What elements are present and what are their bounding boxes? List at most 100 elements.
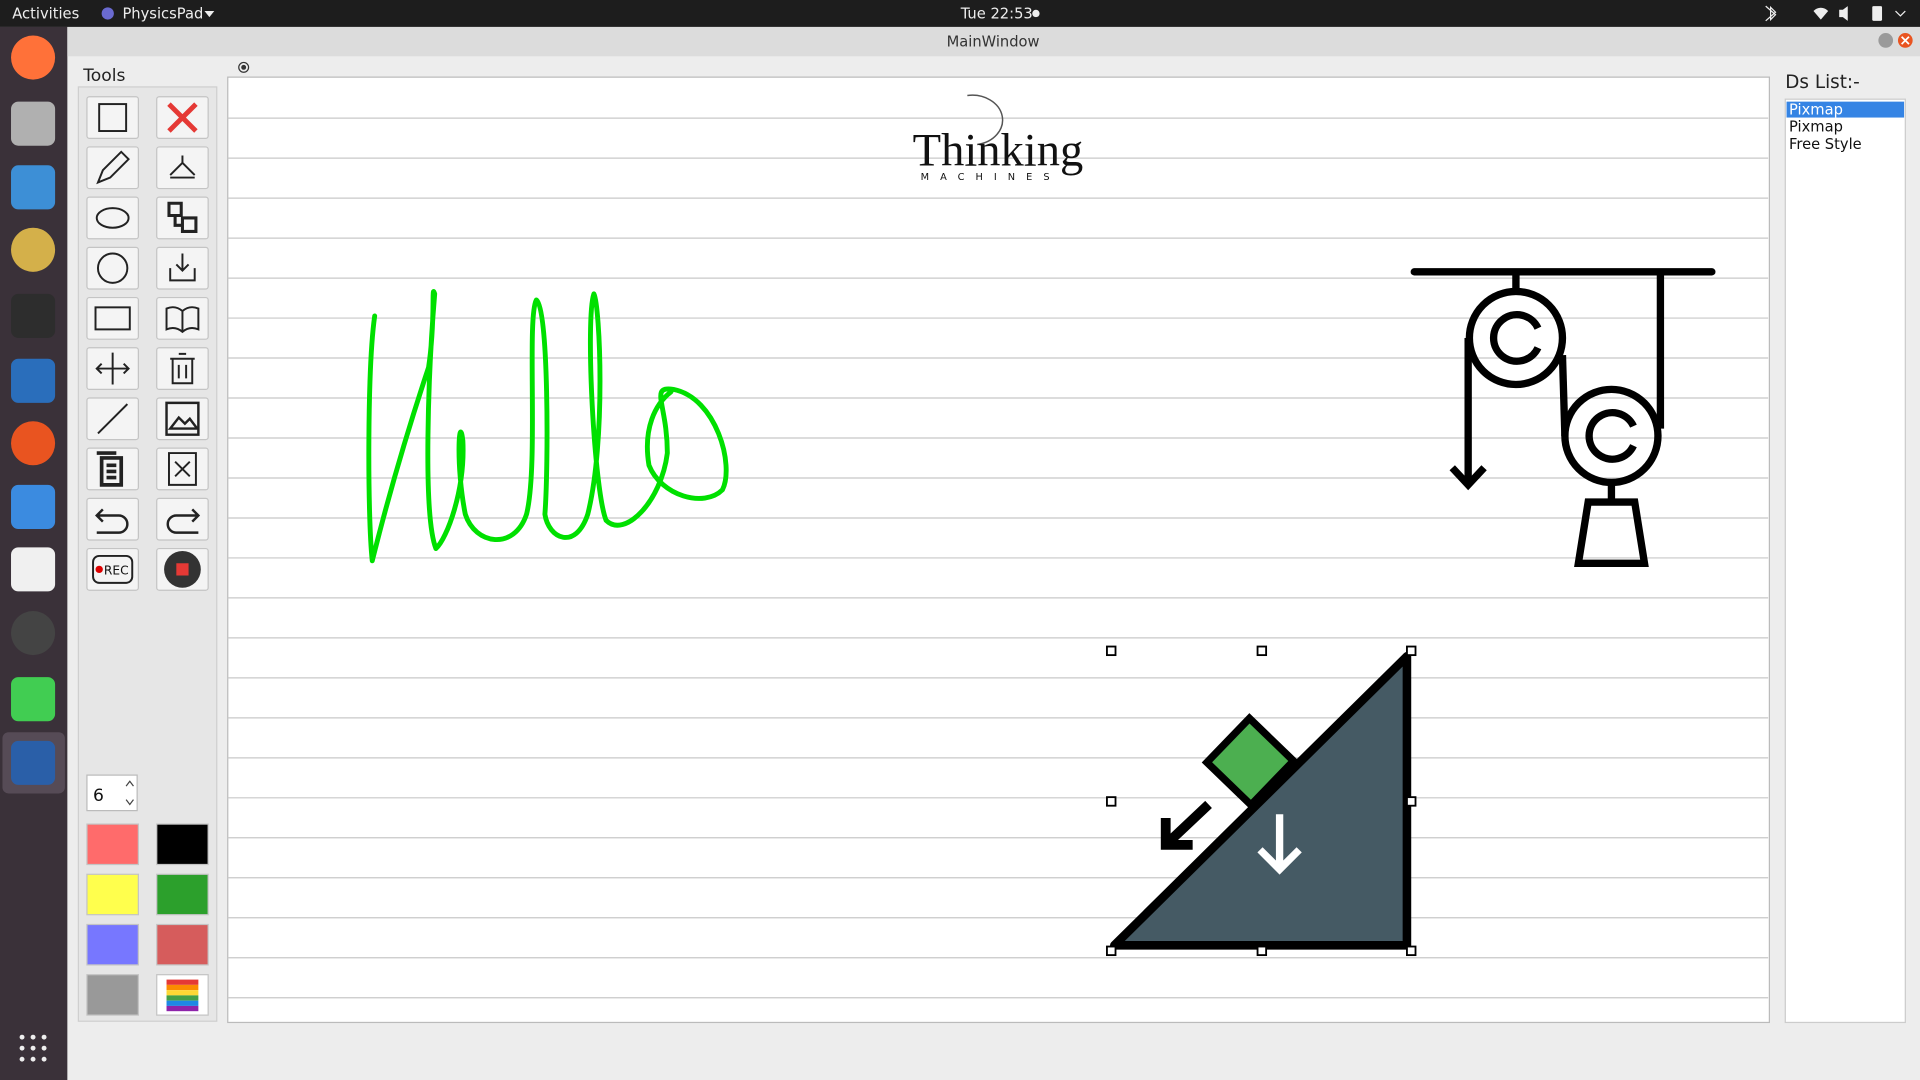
rec-dot <box>95 565 103 574</box>
top-bar-part <box>101 7 114 20</box>
pen-size-value[interactable]: 6 <box>93 786 104 806</box>
pulley-pixmap <box>1410 268 1716 567</box>
top-bar-part <box>1765 5 1906 22</box>
tools-panel: Tools REC <box>77 66 218 1022</box>
incline-pixmap-part-part <box>1406 945 1417 957</box>
logo-part <box>967 94 1004 146</box>
icon-shape <box>169 253 196 282</box>
tool-icon <box>95 508 129 534</box>
rainbow-band <box>166 990 199 996</box>
dock-icon[interactable] <box>11 421 56 466</box>
ds-list-item[interactable]: Free Style <box>1789 136 1862 153</box>
tool-button[interactable] <box>86 246 139 290</box>
tool-button[interactable] <box>86 146 139 190</box>
tool-icon <box>95 352 130 385</box>
tool-icon <box>169 155 196 179</box>
pen-size-spinbox-part <box>86 774 138 812</box>
tool-icon <box>165 306 200 334</box>
app-menu[interactable]: PhysicsPad <box>122 5 203 22</box>
incline-pixmap-part-part <box>1406 645 1417 657</box>
dock-icon[interactable] <box>11 611 56 656</box>
list-selection <box>1786 101 1905 118</box>
icon-shape <box>169 155 196 179</box>
tool-icon <box>165 401 200 436</box>
icon-shape <box>95 207 130 229</box>
radio[interactable] <box>238 61 250 73</box>
incline-pixmap-part <box>1201 713 1299 811</box>
tool-icon <box>164 551 201 588</box>
incline-pixmap-part-part <box>1406 796 1417 807</box>
tool-icon <box>95 207 130 229</box>
color-swatch[interactable] <box>86 823 139 866</box>
apps-grid-dot <box>19 1045 25 1051</box>
stop-square <box>176 563 189 576</box>
tool-icon <box>170 352 195 385</box>
top-bar-part-part <box>1813 7 1829 20</box>
apps-grid-dot <box>41 1034 47 1040</box>
freehand-stroke <box>366 289 729 564</box>
tool-icon <box>94 306 131 331</box>
apps-grid-dot <box>30 1045 36 1051</box>
icon-shape <box>98 103 128 132</box>
dock-icon[interactable] <box>11 484 56 529</box>
color-swatch[interactable] <box>156 873 209 916</box>
tool-button[interactable] <box>86 547 139 591</box>
minimize-button[interactable] <box>1878 33 1894 48</box>
top-bar-part <box>204 11 215 18</box>
drawing-canvas[interactable] <box>227 76 1770 1024</box>
top-bar-part <box>1032 9 1040 18</box>
logo-subtitle: MACHINES <box>921 172 1061 183</box>
pulley-pixmap-part <box>1449 465 1487 491</box>
dock-icon[interactable] <box>11 547 56 592</box>
tool-icon <box>168 452 197 486</box>
tool-button[interactable] <box>156 397 209 441</box>
icon-shape <box>97 403 129 435</box>
tool-icon <box>96 150 130 185</box>
dock-icon[interactable] <box>11 227 56 272</box>
pen-size-spinbox[interactable]: 6 <box>86 774 138 812</box>
ds-list-title: Ds List:- <box>1785 72 1859 93</box>
tool-icon <box>98 103 128 132</box>
color-swatch[interactable] <box>156 923 209 966</box>
tool-button[interactable] <box>86 196 139 240</box>
rec-label: REC <box>104 563 129 577</box>
dock-icon[interactable] <box>11 677 56 722</box>
apps-grid-dot <box>30 1056 36 1062</box>
color-swatch[interactable] <box>86 923 139 966</box>
icon-shape <box>168 452 197 486</box>
dock-icon[interactable] <box>11 293 56 338</box>
dock-icon[interactable] <box>11 358 56 403</box>
icon-shape <box>96 150 130 185</box>
dock-icon[interactable] <box>11 35 56 80</box>
rainbow-band <box>166 979 199 985</box>
apps-grid-dot <box>41 1056 47 1062</box>
incline-pixmap <box>1106 645 1417 957</box>
tool-icon <box>167 201 198 233</box>
color-swatch[interactable] <box>86 873 139 916</box>
icon-shape <box>96 252 129 284</box>
rainbow-band <box>166 995 199 1001</box>
color-swatch[interactable] <box>156 823 209 866</box>
color-swatch[interactable] <box>86 974 139 1016</box>
ds-list-item[interactable]: Pixmap <box>1789 101 1843 118</box>
tool-button[interactable] <box>156 347 209 390</box>
top-bar-part-part <box>1765 5 1777 22</box>
icon-shape <box>167 201 198 233</box>
incline-pixmap-part-part <box>1106 945 1117 957</box>
pulley-pixmap-part <box>1585 409 1637 463</box>
clock[interactable]: Tue 22:53 <box>960 5 1033 22</box>
rainbow-band <box>166 1005 199 1012</box>
tool-icon <box>96 451 124 487</box>
window-title: MainWindow <box>947 34 1040 51</box>
dock-icon[interactable] <box>11 165 56 210</box>
pulley-pixmap-part <box>1574 498 1649 567</box>
dock-icon[interactable] <box>11 101 56 146</box>
tool-icon <box>167 102 198 133</box>
activities[interactable]: Activities <box>12 5 79 22</box>
tool-button[interactable] <box>86 96 139 139</box>
ds-list-item[interactable]: Pixmap <box>1789 119 1843 136</box>
tool-button[interactable] <box>156 146 209 190</box>
dock-icon[interactable] <box>11 740 56 785</box>
